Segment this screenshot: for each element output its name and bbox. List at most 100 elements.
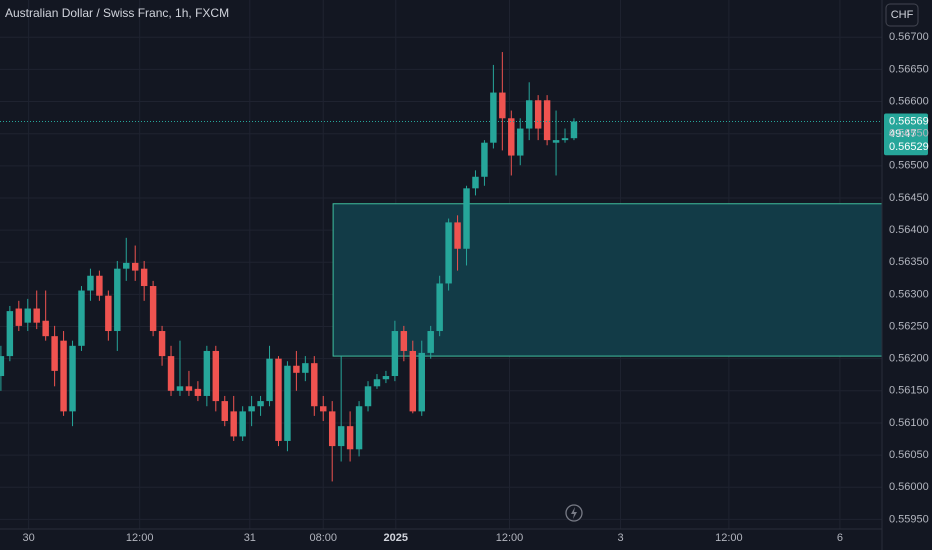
x-tick-label: 6 bbox=[837, 532, 843, 544]
candle-body bbox=[463, 188, 470, 249]
y-tick-label: 0.56050 bbox=[889, 449, 929, 461]
candle-body bbox=[105, 295, 112, 332]
candle-body bbox=[212, 350, 220, 402]
candle-body bbox=[42, 320, 49, 337]
candle-body bbox=[427, 331, 434, 353]
candle-body bbox=[78, 290, 85, 346]
y-tick-label: 0.56350 bbox=[889, 256, 929, 268]
candle-body bbox=[194, 388, 202, 396]
candle-body bbox=[24, 308, 31, 323]
candle-body bbox=[436, 283, 443, 332]
y-tick-label: 0.56250 bbox=[889, 320, 929, 332]
candle-body bbox=[391, 331, 399, 377]
currency-box[interactable] bbox=[885, 3, 919, 27]
candle-body bbox=[257, 401, 264, 407]
candle-body bbox=[284, 365, 291, 441]
candle-body bbox=[302, 363, 309, 373]
candle-body bbox=[346, 426, 354, 450]
y-tick-label: 0.56600 bbox=[889, 95, 929, 107]
candle-body bbox=[248, 406, 255, 412]
x-tick-label: 2025 bbox=[384, 532, 408, 544]
y-tick-label: 0.56150 bbox=[889, 385, 929, 397]
countdown: 49:47 bbox=[889, 128, 917, 140]
y-tick-label: 0.56550 bbox=[889, 128, 929, 140]
currency: CHF bbox=[891, 9, 914, 21]
x-tick-label: 12:00 bbox=[126, 532, 154, 544]
y-tick-label: 0.55950 bbox=[889, 513, 929, 525]
candle-body bbox=[185, 386, 193, 391]
candle-body bbox=[221, 401, 228, 422]
y-tick-label: 0.56450 bbox=[889, 192, 929, 204]
lower-price-label: 0.56529 bbox=[889, 141, 929, 153]
candle-body bbox=[445, 222, 452, 284]
candle-body bbox=[400, 331, 408, 351]
candle-body bbox=[0, 356, 5, 377]
replay-icon[interactable] bbox=[565, 504, 583, 522]
y-tick-label: 0.56100 bbox=[889, 417, 929, 429]
y-tick-label: 0.56000 bbox=[889, 481, 929, 493]
y-tick-label: 0.56650 bbox=[889, 63, 929, 75]
candle-body bbox=[320, 406, 327, 412]
candle-body bbox=[472, 176, 479, 189]
candle-body bbox=[454, 222, 461, 249]
candle-body bbox=[337, 426, 345, 447]
candle-body bbox=[149, 286, 157, 332]
candle-body bbox=[123, 262, 130, 269]
icon-circle bbox=[565, 504, 583, 522]
candle-body bbox=[203, 350, 211, 396]
candle-body bbox=[167, 356, 175, 391]
x-tick-label: 12:00 bbox=[496, 532, 524, 544]
candle-body bbox=[15, 308, 23, 326]
x-tick-label: 3 bbox=[617, 532, 623, 544]
x-tick-label: 08:00 bbox=[309, 532, 337, 544]
zone-box bbox=[332, 203, 883, 357]
last-price-label: 0.56569 bbox=[889, 115, 929, 127]
candle-body bbox=[140, 268, 148, 287]
candle-body bbox=[266, 358, 273, 402]
candle-body bbox=[239, 411, 246, 437]
candle-body bbox=[543, 100, 551, 141]
candle-body bbox=[230, 411, 237, 437]
candle-body bbox=[373, 379, 381, 387]
x-tick-label: 31 bbox=[244, 532, 256, 544]
candle-body bbox=[293, 365, 300, 373]
candle-body bbox=[552, 140, 560, 143]
candle-body bbox=[570, 121, 578, 139]
x-tick-label: 30 bbox=[23, 532, 35, 544]
candle-body bbox=[96, 275, 103, 296]
candle-body bbox=[6, 311, 14, 357]
candle-body bbox=[409, 350, 417, 412]
x-tick-label: 12:00 bbox=[715, 532, 743, 544]
y-tick-label: 0.56400 bbox=[889, 224, 929, 236]
candle-body bbox=[114, 268, 121, 332]
candle-body bbox=[508, 118, 515, 156]
y-tick-label: 0.56700 bbox=[889, 31, 929, 43]
candle-body bbox=[490, 92, 497, 143]
candle-body bbox=[69, 345, 76, 412]
candle-body bbox=[87, 275, 94, 291]
candle-body bbox=[382, 376, 390, 380]
candle-body bbox=[561, 138, 569, 141]
candle-body bbox=[355, 406, 363, 450]
candle-body bbox=[328, 411, 336, 447]
candle-body bbox=[525, 100, 533, 129]
candle-body bbox=[131, 262, 139, 271]
candles bbox=[0, 52, 578, 482]
chart-title: Australian Dollar / Swiss Franc, 1h, FXC… bbox=[5, 6, 229, 20]
candle-body bbox=[51, 336, 58, 371]
y-tick-label: 0.56200 bbox=[889, 353, 929, 365]
candle-body bbox=[158, 331, 166, 357]
candle-body bbox=[481, 142, 488, 177]
candle-body bbox=[418, 352, 425, 412]
price-label-box bbox=[884, 113, 928, 156]
y-tick-label: 0.56500 bbox=[889, 160, 929, 172]
candle-body bbox=[275, 358, 282, 441]
candle-body bbox=[364, 386, 372, 407]
candle-body bbox=[60, 340, 67, 412]
icon-bolt bbox=[571, 507, 577, 519]
candle-body bbox=[499, 92, 506, 119]
y-tick-label: 0.56300 bbox=[889, 288, 929, 300]
zone-layer bbox=[332, 203, 883, 357]
candle-body bbox=[33, 308, 40, 323]
